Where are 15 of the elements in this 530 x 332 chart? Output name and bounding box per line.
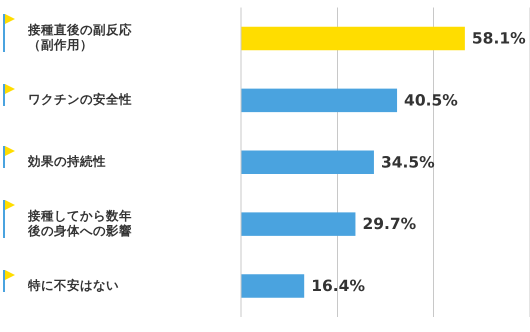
y-tick-label: 接種直後の副反応（副作用）	[27, 22, 132, 52]
data-label: 29.7%	[362, 215, 417, 234]
y-tick-label: 効果の持続性	[27, 154, 106, 168]
data-label: 58.1%	[472, 29, 526, 48]
bar	[242, 88, 398, 112]
data-label: 16.4%	[311, 277, 366, 296]
y-tick-label: 特に不安はない	[27, 277, 119, 292]
y-tick-label: ワクチンの安全性	[28, 92, 132, 107]
bar	[242, 150, 374, 174]
bar	[242, 26, 465, 50]
y-tick-label: 接種してから数年後の身体への影響	[27, 208, 132, 238]
bar	[242, 212, 356, 236]
data-label: 34.5%	[380, 153, 436, 172]
data-label: 40.5%	[404, 91, 458, 110]
bar	[242, 274, 304, 298]
